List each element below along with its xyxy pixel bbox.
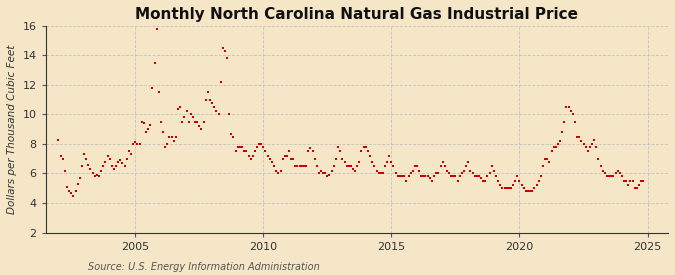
Text: Source: U.S. Energy Information Administration: Source: U.S. Energy Information Administ… [88, 262, 319, 272]
Title: Monthly North Carolina Natural Gas Industrial Price: Monthly North Carolina Natural Gas Indus… [136, 7, 578, 22]
Y-axis label: Dollars per Thousand Cubic Feet: Dollars per Thousand Cubic Feet [7, 45, 17, 214]
